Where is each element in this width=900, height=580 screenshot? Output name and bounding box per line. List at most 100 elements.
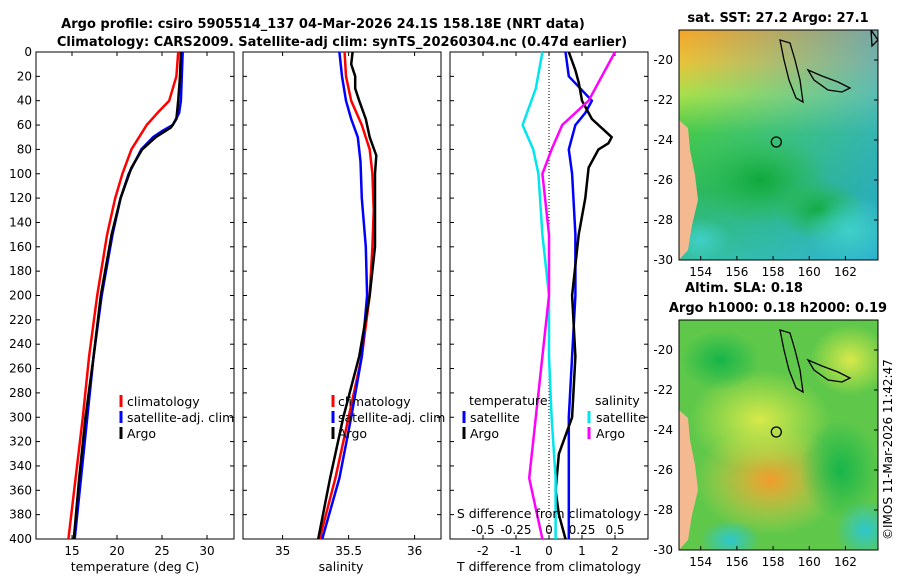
legend-label-s-argo: Argo — [596, 426, 625, 441]
y-tick-label: 340 — [9, 459, 32, 473]
legend-label-climatology: climatology — [338, 394, 411, 409]
legend-label-t-argo: Argo — [470, 426, 499, 441]
sst-map-title: sat. SST: 27.2 Argo: 27.1 — [687, 11, 868, 26]
x-tick-label: 154 — [689, 265, 712, 279]
y-tick-label: 80 — [17, 142, 32, 156]
y-tick-label: 180 — [9, 264, 32, 278]
sla-map-title-line1: Altim. SLA: 0.18 — [685, 281, 803, 296]
y-tick-label: -20 — [653, 53, 673, 67]
y-tick-label: 240 — [9, 337, 32, 351]
y-tick-label: 280 — [9, 386, 32, 400]
y-tick-label: 40 — [17, 94, 32, 108]
y-tick-label: 100 — [9, 167, 32, 181]
y-tick-label: 400 — [9, 532, 32, 546]
temperature-xlabel: temperature (deg C) — [71, 559, 200, 574]
x-tick-label: 35 — [275, 544, 290, 558]
legend-label-climatology: climatology — [127, 394, 200, 409]
x-tick-label: 15 — [64, 544, 79, 558]
y-tick-label: -28 — [653, 503, 673, 517]
y-tick-label: 160 — [9, 240, 32, 254]
series-line-climatology — [318, 51, 375, 540]
series-line-temperature-argo — [554, 51, 613, 540]
legend-label-satellite: satellite-adj. clim — [127, 410, 234, 425]
x-tick-label: 160 — [798, 265, 821, 279]
y-tick-label: 200 — [9, 289, 32, 303]
sst-map-panel: sat. SST: 27.2 Argo: 27.1 154 156 158 160 16… — [653, 11, 879, 279]
x-tick-label: 156 — [725, 265, 748, 279]
s-difference-xlabel: S difference from climatology — [457, 506, 642, 521]
sla-heatmap — [679, 320, 878, 550]
y-tick-label: -24 — [653, 423, 673, 437]
legend-label-s-satellite: satellite — [596, 410, 646, 425]
series-line-argo — [72, 51, 183, 540]
salinity-legend: climatology satellite-adj. clim Argo — [331, 394, 445, 441]
difference-legend: temperature salinity satellite Argo sate… — [462, 393, 646, 441]
y-tick-label: -30 — [653, 253, 673, 267]
x-tick-label: 25 — [154, 544, 169, 558]
imos-credit: ©IMOS 11-Mar-2026 11:42:47 — [881, 359, 895, 540]
difference-panel: -2 -1 0 1 2 T difference from climatology S … — [449, 51, 649, 574]
y-tick-label: 260 — [9, 362, 32, 376]
sst-heatmap — [679, 30, 878, 260]
y-tick-label: -24 — [653, 133, 673, 147]
x-tick-label: 158 — [762, 265, 785, 279]
y-tick-label: -28 — [653, 213, 673, 227]
y-tick-label: -22 — [653, 93, 673, 107]
legend-label-argo: Argo — [127, 426, 156, 441]
figure-title-line2: Climatology: CARS2009. Satellite-adj cli… — [57, 35, 627, 50]
x-tick-label: 162 — [834, 555, 857, 569]
temperature-panel: 0 20 40 60 80 100 120 140 160 180 200 220 240 260 280 3… — [9, 45, 235, 574]
t-difference-xlabel: T difference from climatology — [456, 559, 642, 574]
y-tick-label: -20 — [653, 343, 673, 357]
x-tick-label: 162 — [834, 265, 857, 279]
legend-label-argo: Argo — [338, 426, 367, 441]
salinity-panel: 35 35.5 36 salinity climatology satellite-… — [242, 51, 445, 574]
y-tick-label: 120 — [9, 191, 32, 205]
s-x-tick-label: -0.25 — [500, 523, 531, 537]
x-tick-label: 36 — [407, 544, 422, 558]
x-tick-label: -2 — [477, 544, 489, 558]
s-x-tick-label: 0.5 — [605, 523, 624, 537]
series-line-climatology — [67, 51, 180, 540]
argo-position-marker — [770, 136, 782, 148]
s-x-tick-label: 0.25 — [569, 523, 596, 537]
y-tick-label: -26 — [653, 173, 673, 187]
x-tick-label: 20 — [109, 544, 124, 558]
y-tick-label: -22 — [653, 383, 673, 397]
x-tick-label: -1 — [510, 544, 522, 558]
y-tick-label: -30 — [653, 543, 673, 557]
x-tick-label: 160 — [798, 555, 821, 569]
series-line-salinity-satellite — [521, 51, 557, 539]
y-tick-label: 380 — [9, 508, 32, 522]
s-x-tick-label: -0.5 — [471, 523, 494, 537]
series-line-salinity-argo — [527, 51, 617, 540]
series-line-satellite-adj-clim — [320, 51, 369, 540]
temperature-legend: climatology satellite-adj. clim Argo — [119, 394, 234, 441]
x-tick-label: 30 — [199, 544, 214, 558]
y-tick-label: 320 — [9, 435, 32, 449]
s-x-tick-label: 0 — [545, 523, 553, 537]
y-tick-label: 300 — [9, 410, 32, 424]
y-tick-label: 360 — [9, 483, 32, 497]
legend-label-t-satellite: satellite — [470, 410, 520, 425]
legend-label-satellite: satellite-adj. clim — [338, 410, 445, 425]
x-tick-label: 158 — [762, 555, 785, 569]
sla-map-panel: Altim. SLA: 0.18 Argo h1000: 0.18 h2000:… — [653, 281, 887, 569]
x-tick-label: 35.5 — [335, 544, 362, 558]
x-tick-label: 0 — [545, 544, 553, 558]
y-tick-label: 20 — [17, 69, 32, 83]
figure-title-line1: Argo profile: csiro 5905514_137 04-Mar-2… — [61, 17, 585, 32]
salinity-xlabel: salinity — [319, 559, 364, 574]
y-tick-label: 220 — [9, 313, 32, 327]
legend-heading-salinity: salinity — [595, 393, 640, 408]
series-line-argo — [316, 51, 378, 540]
y-tick-label: 60 — [17, 118, 32, 132]
x-tick-label: 154 — [689, 555, 712, 569]
x-tick-label: 1 — [578, 544, 586, 558]
y-tick-label: 140 — [9, 215, 32, 229]
y-tick-label: 0 — [24, 45, 32, 59]
series-line-temperature-satellite — [564, 51, 594, 539]
y-tick-label: -26 — [653, 463, 673, 477]
legend-heading-temperature: temperature — [469, 393, 548, 408]
